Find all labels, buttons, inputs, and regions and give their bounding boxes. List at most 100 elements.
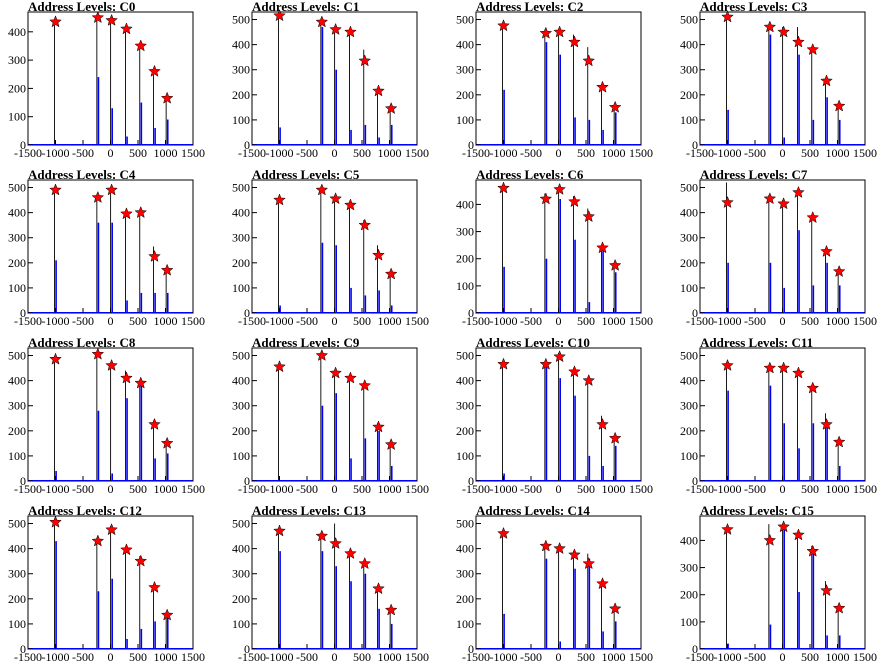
y-tick-label: 100 xyxy=(456,279,474,293)
peak-marker xyxy=(273,9,286,22)
chart-svg: Address Levels: C20100200300400500-1500-… xyxy=(456,0,653,160)
x-tick-label: -1000 xyxy=(490,314,518,328)
x-tick-label: 0 xyxy=(780,482,786,496)
x-tick-label: 500 xyxy=(129,146,147,160)
x-tick-label: 0 xyxy=(556,482,562,496)
x-tick-label: -500 xyxy=(296,314,318,328)
x-tick-label: 1000 xyxy=(154,314,178,328)
y-tick-label: 400 xyxy=(8,542,26,556)
peak-marker xyxy=(820,583,833,597)
chart-title: Address Levels: C13 xyxy=(252,503,366,518)
y-tick-label: 400 xyxy=(232,374,250,388)
x-tick-label: -1000 xyxy=(266,482,294,496)
chart-panel-c5: Address Levels: C5 0 100 200 300 400 500 -1500-… xyxy=(224,167,448,336)
y-tick-label: 200 xyxy=(456,424,474,438)
peak-marker xyxy=(273,360,286,373)
x-tick-label: 0 xyxy=(108,650,114,664)
peak-marker xyxy=(539,357,553,370)
x-tick-label: 1500 xyxy=(405,146,429,160)
peak-marker xyxy=(91,190,105,203)
peak-marker xyxy=(105,358,118,371)
x-tick-label: 0 xyxy=(332,314,338,328)
peak-marker xyxy=(582,556,596,570)
chart-svg: Address Levels: C50100200300400500-1500-… xyxy=(232,167,429,328)
y-tick-label: 400 xyxy=(456,542,474,556)
y-tick-label: 100 xyxy=(232,617,250,631)
peak-marker xyxy=(358,378,372,392)
y-tick-label: 500 xyxy=(8,349,26,363)
chart-svg: Address Levels: C6 0 100 200 300 400 -1500 -100… xyxy=(456,167,653,328)
x-tick-label: -1500 xyxy=(14,314,42,328)
peak-marker xyxy=(344,371,357,384)
peak-marker xyxy=(329,536,342,550)
peak-marker xyxy=(806,42,820,56)
y-tick-label: 0 xyxy=(692,138,698,152)
y-tick-label: 0 xyxy=(244,642,250,656)
peak-marker xyxy=(553,350,566,363)
x-tick-label: -500 xyxy=(72,146,94,160)
peak-marker xyxy=(792,35,805,48)
peak-marker xyxy=(105,523,118,536)
y-tick-label: 400 xyxy=(232,206,250,220)
x-tick-label: 1000 xyxy=(154,482,178,496)
y-tick-label: 0 xyxy=(692,642,698,656)
y-tick-label: 400 xyxy=(680,38,698,52)
peak-marker xyxy=(568,35,581,48)
x-tick-label: -1000 xyxy=(266,650,294,664)
y-tick-label: 300 xyxy=(8,399,26,413)
x-tick-label: 1000 xyxy=(826,650,850,664)
y-tick-label: 0 xyxy=(692,306,698,320)
x-tick-label: 500 xyxy=(353,482,371,496)
chart-panel-c11: Address Levels: C11 0 100 200 300 400 500 -1500… xyxy=(672,335,896,504)
x-tick-label: -1500 xyxy=(238,482,266,496)
chart-title: Address Levels: C2 xyxy=(476,0,583,14)
peak-marker xyxy=(148,580,161,593)
x-tick-label: 1500 xyxy=(629,482,653,496)
y-tick-label: 100 xyxy=(232,113,250,127)
y-tick-label: 500 xyxy=(680,13,698,27)
y-tick-label: 300 xyxy=(8,567,26,581)
peak-marker xyxy=(608,602,622,615)
y-tick-label: 300 xyxy=(232,567,250,581)
x-tick-label: 1500 xyxy=(853,482,877,496)
y-tick-label: 200 xyxy=(232,592,250,606)
y-tick-label: 500 xyxy=(232,13,250,27)
peak-marker xyxy=(568,365,581,378)
x-tick-label: -1500 xyxy=(462,146,490,160)
x-tick-label: 1000 xyxy=(602,482,626,496)
chart-panel-c3: Address Levels: C3 0 100 200 300 400 500 -1500-… xyxy=(672,0,896,168)
x-tick-label: -500 xyxy=(520,482,542,496)
chart-title: Address Levels: C5 xyxy=(252,167,360,182)
chart-panel-c0: Address Levels: C0 0 100 200 300 400 -1500 -100… xyxy=(0,0,224,168)
y-tick-label: 400 xyxy=(232,542,250,556)
x-tick-label: 500 xyxy=(801,650,819,664)
y-tick-label: 500 xyxy=(232,349,250,363)
x-tick-label: -500 xyxy=(296,650,318,664)
x-tick-label: 1500 xyxy=(629,650,653,664)
y-tick-label: 0 xyxy=(20,642,26,656)
peak-marker xyxy=(134,376,148,389)
y-tick-label: 100 xyxy=(232,449,250,463)
peak-marker xyxy=(329,22,342,35)
peak-marker xyxy=(497,19,510,32)
peak-marker xyxy=(568,195,581,208)
y-tick-label: 200 xyxy=(232,424,250,438)
x-tick-label: -1000 xyxy=(714,650,742,664)
x-tick-label: 1500 xyxy=(853,650,877,664)
x-tick-label: -1000 xyxy=(266,146,294,160)
y-tick-label: 200 xyxy=(8,592,26,606)
peak-marker xyxy=(384,101,398,115)
y-tick-label: 200 xyxy=(8,424,26,438)
y-tick-label: 200 xyxy=(680,588,698,602)
chart-svg: Address Levels: C15 0 100 200 300 400 -1500 -10… xyxy=(680,503,877,664)
y-tick-label: 300 xyxy=(680,63,698,77)
x-tick-label: -500 xyxy=(72,482,94,496)
x-tick-label: 1500 xyxy=(405,482,429,496)
x-tick-label: 1000 xyxy=(378,146,402,160)
x-tick-label: 0 xyxy=(108,314,114,328)
x-tick-label: 500 xyxy=(353,314,371,328)
x-tick-label: 1500 xyxy=(405,650,429,664)
x-tick-label: 0 xyxy=(332,482,338,496)
chart-panel-c4: Address Levels: C4 0 100 200 300 400 500 -1500-… xyxy=(0,167,224,336)
